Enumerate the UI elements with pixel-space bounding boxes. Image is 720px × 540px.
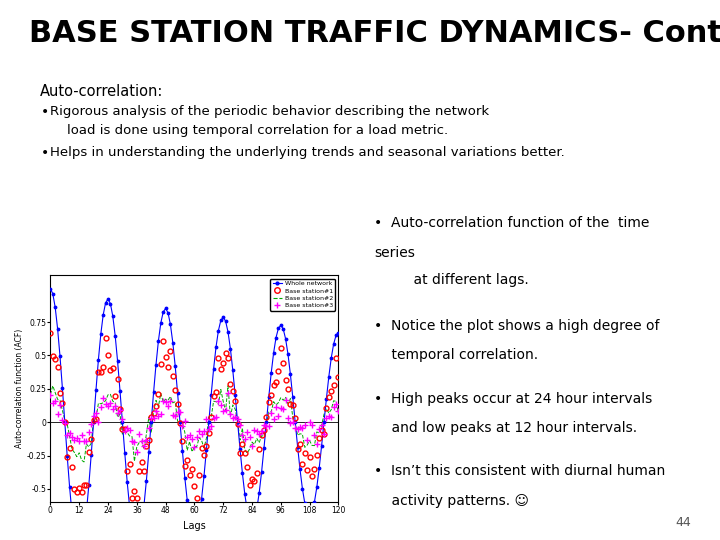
- Text: load is done using temporal correlation for a load metric.: load is done using temporal correlation …: [50, 124, 449, 137]
- Text: •  Isn’t this consistent with diurnal human: • Isn’t this consistent with diurnal hum…: [374, 464, 666, 478]
- Text: temporal correlation.: temporal correlation.: [374, 348, 539, 362]
- Text: 44: 44: [675, 516, 691, 529]
- Text: Auto-correlation:: Auto-correlation:: [40, 84, 163, 99]
- X-axis label: Lags: Lags: [183, 521, 206, 531]
- Text: activity patterns. ☺: activity patterns. ☺: [374, 494, 529, 508]
- Text: Helps in understanding the underlying trends and seasonal variations better.: Helps in understanding the underlying tr…: [50, 146, 565, 159]
- Text: series: series: [374, 246, 415, 260]
- Text: BASE STATION TRAFFIC DYNAMICS- Contd.: BASE STATION TRAFFIC DYNAMICS- Contd.: [29, 19, 720, 48]
- Text: •: •: [41, 105, 49, 119]
- Text: Rigorous analysis of the periodic behavior describing the network: Rigorous analysis of the periodic behavi…: [50, 105, 490, 118]
- Text: •  High peaks occur at 24 hour intervals: • High peaks occur at 24 hour intervals: [374, 392, 652, 406]
- Text: •: •: [41, 146, 49, 160]
- Text: •  Auto-correlation function of the  time: • Auto-correlation function of the time: [374, 216, 649, 230]
- Text: •  Notice the plot shows a high degree of: • Notice the plot shows a high degree of: [374, 319, 660, 333]
- Legend: Whole network, Base station#1, Base station#2, Base station#3: Whole network, Base station#1, Base stat…: [270, 279, 336, 310]
- Y-axis label: Auto-correlation function (ACF): Auto-correlation function (ACF): [15, 329, 24, 448]
- Text: at different lags.: at different lags.: [396, 273, 528, 287]
- Text: and low peaks at 12 hour intervals.: and low peaks at 12 hour intervals.: [374, 421, 637, 435]
